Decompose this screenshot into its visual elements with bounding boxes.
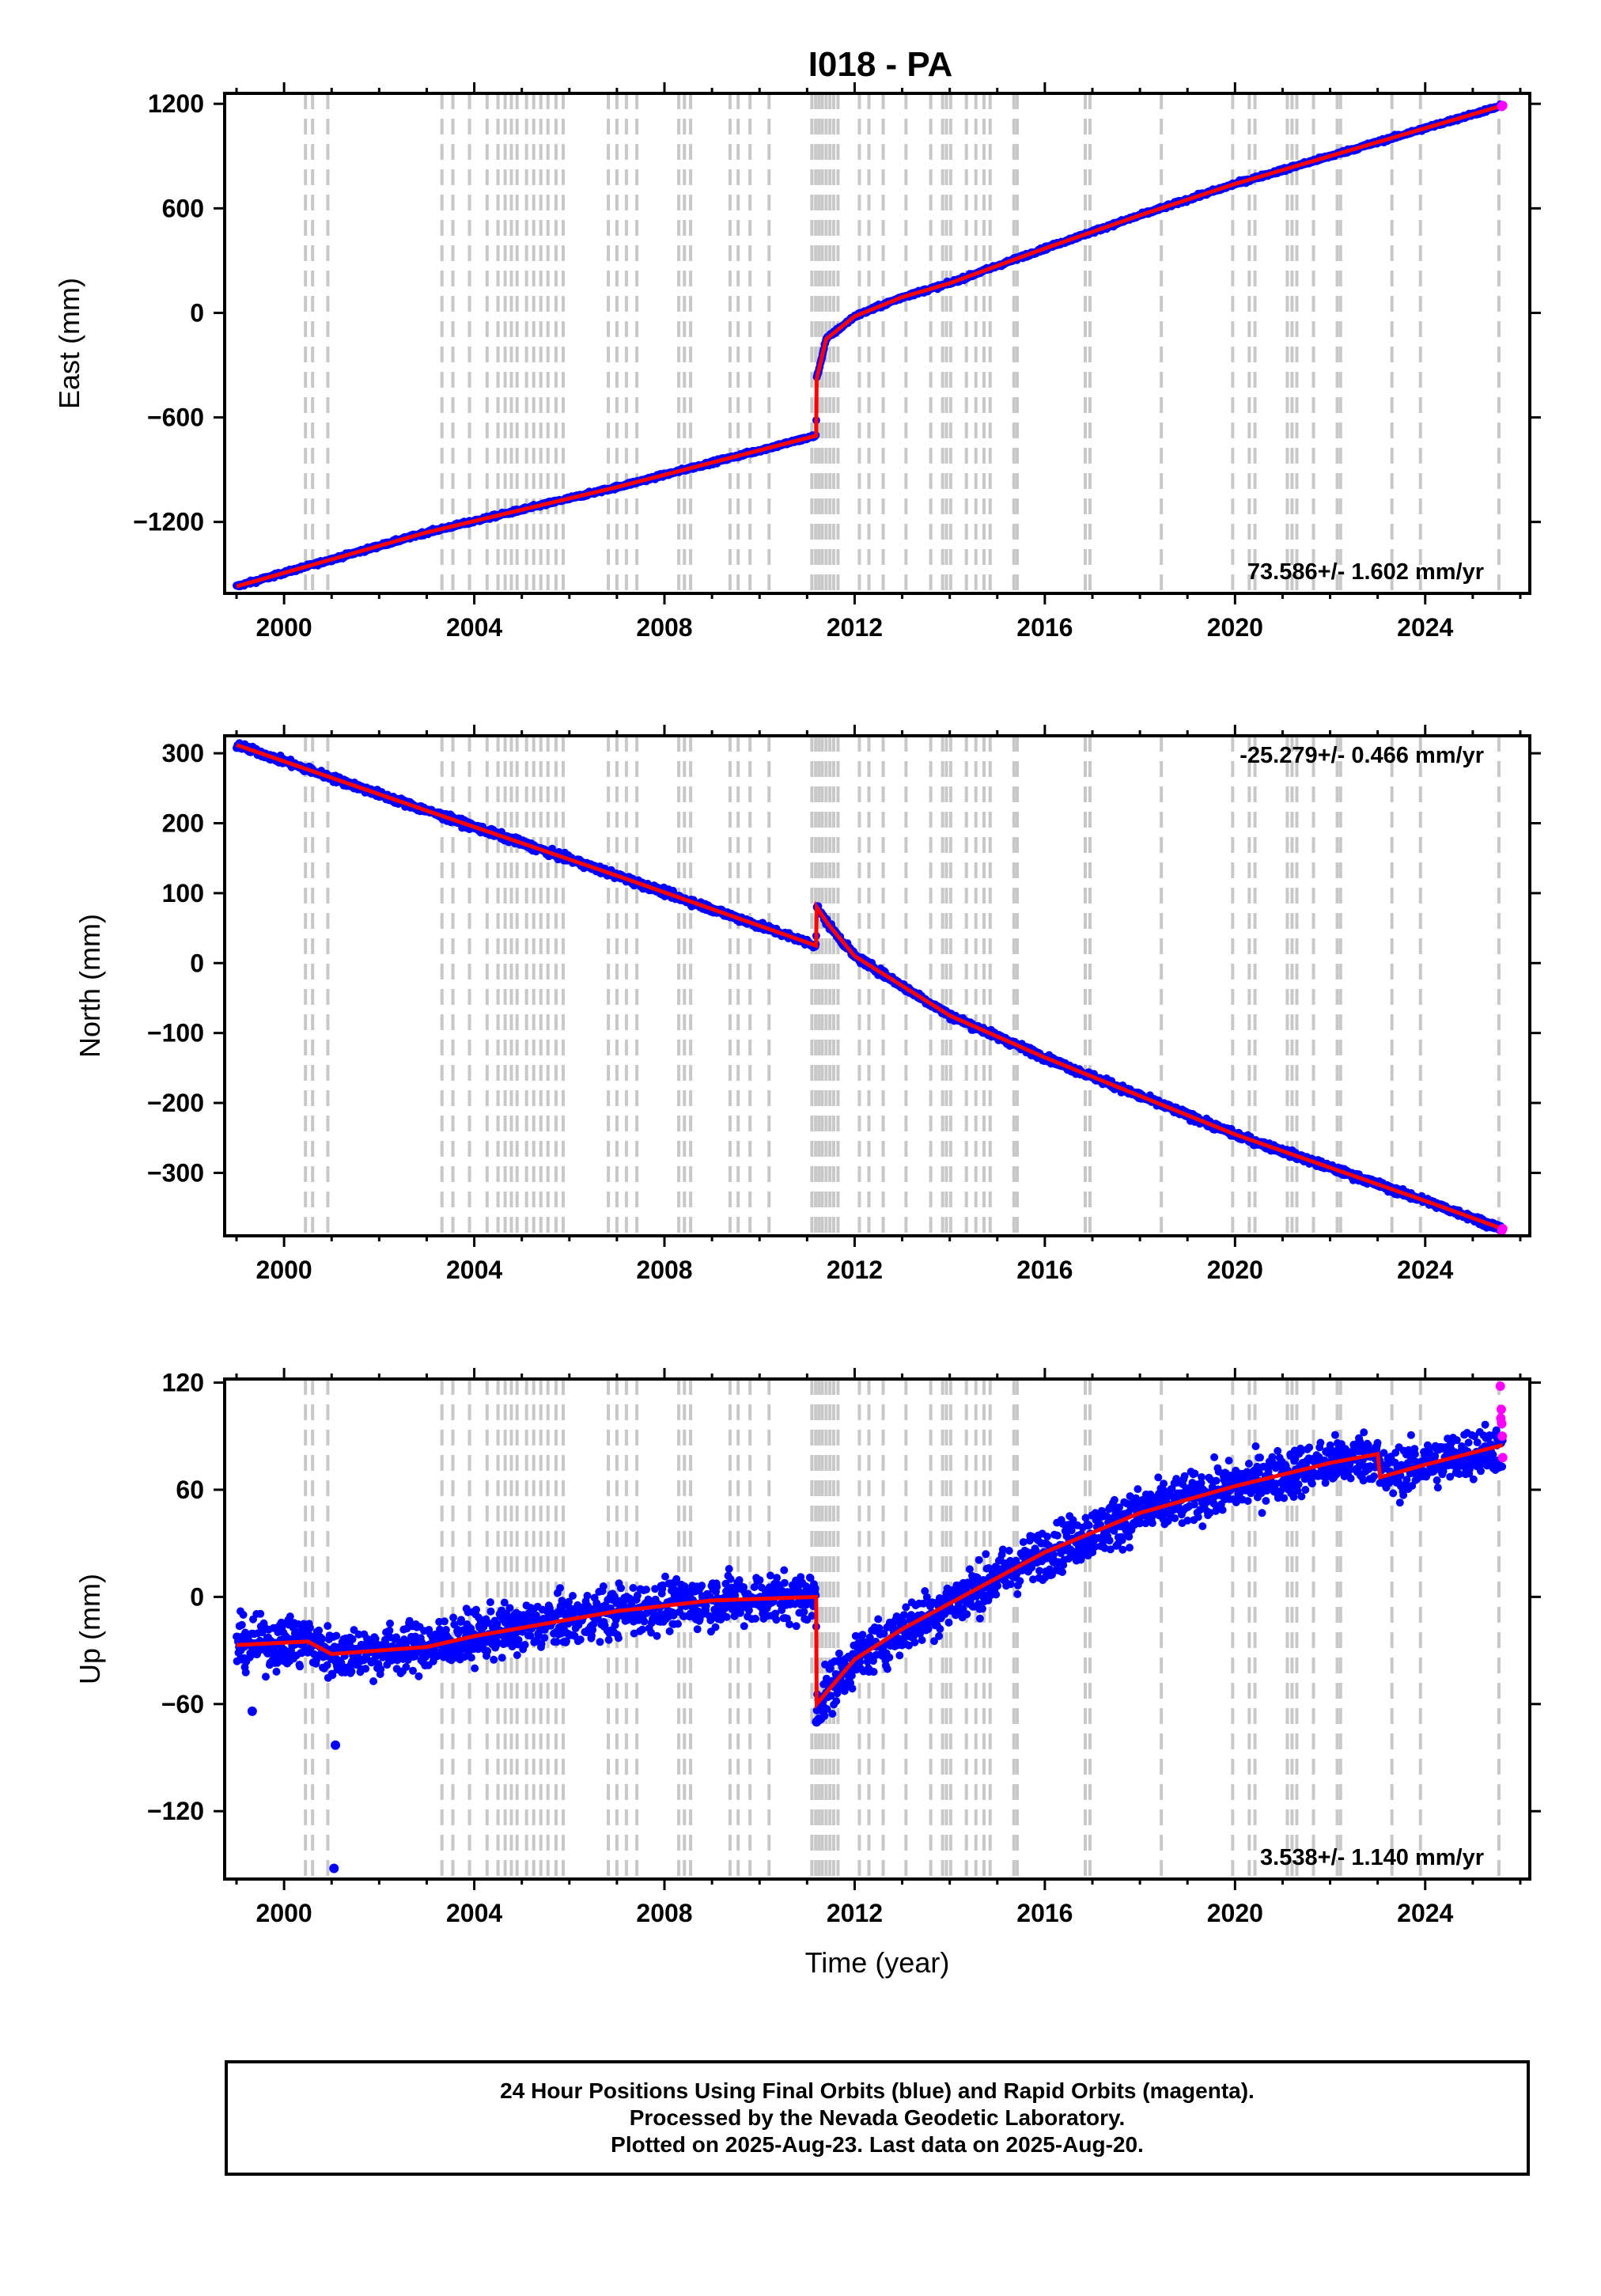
- y-tick-label: 0: [190, 298, 204, 327]
- x-tick-label: 2008: [636, 613, 692, 642]
- y-tick-label: −1200: [133, 508, 204, 536]
- y-tick-label: 1200: [148, 89, 204, 118]
- event-lines: [304, 93, 1501, 593]
- plot-frame: [223, 92, 1531, 595]
- rate-annotation: 73.586+/- 1.602 mm/yr: [1247, 559, 1484, 585]
- y-tick-label: 600: [162, 194, 204, 222]
- y-axis-label: East (mm): [53, 278, 85, 409]
- x-tick-label: 2000: [256, 613, 312, 642]
- x-tick-label: 2012: [827, 613, 883, 642]
- x-tick-label: 2016: [1016, 613, 1073, 642]
- north-panel: 2000 2004 2008 2012 2016 2020 2024−300−200−100…: [74, 725, 1541, 1284]
- x-tick-label: 2004: [446, 613, 502, 642]
- model-line: [236, 104, 1504, 589]
- x-tick-label: 2020: [1207, 613, 1263, 642]
- rapid-point: [1497, 101, 1507, 112]
- east-panel: 2000 2004 2008 2012 2016 2020 2024 −1200 −600 0 60…: [53, 82, 1541, 642]
- rapid-orbit-points: [1497, 100, 1508, 112]
- x-tick-label: 2024: [1397, 613, 1453, 642]
- y-tick-label: −600: [147, 404, 204, 432]
- chart-title: I018 - PA: [808, 45, 953, 84]
- event-lines: [304, 736, 1501, 1236]
